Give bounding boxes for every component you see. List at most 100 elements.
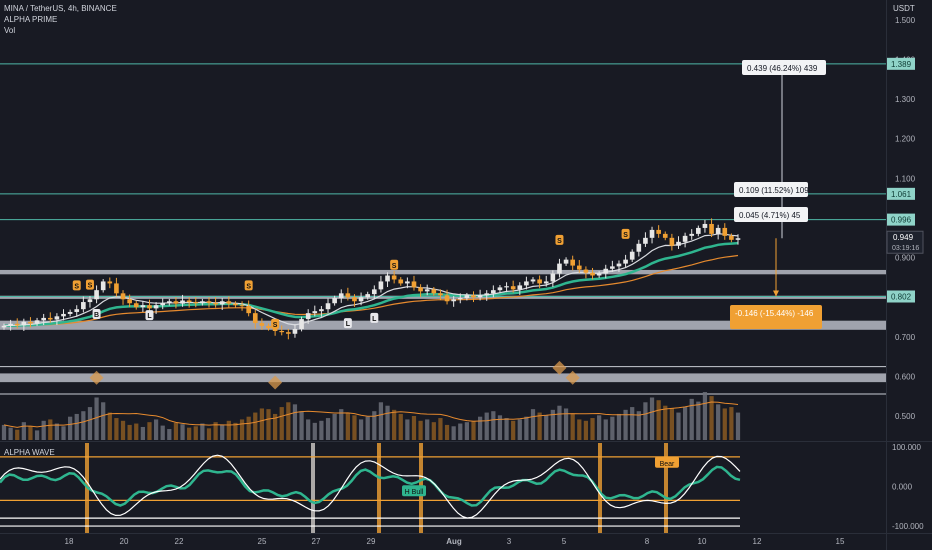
time-tick-label: Aug <box>446 537 462 546</box>
candle-body <box>14 323 20 326</box>
oscillator-tag-box <box>655 456 679 468</box>
volume-bar <box>372 411 377 440</box>
volume-bar <box>61 426 66 440</box>
volume-bar <box>497 415 503 440</box>
candle-body <box>543 281 549 284</box>
candle-body <box>292 329 298 334</box>
oscillator-signal-bar <box>377 443 381 533</box>
volume-bar <box>444 424 450 440</box>
candle-body <box>61 313 66 317</box>
gray-zone <box>0 295 886 299</box>
candle-body <box>510 286 516 290</box>
volume-bar <box>187 427 192 440</box>
candle-body <box>325 303 331 310</box>
candle-body <box>1 325 7 328</box>
volume-bar <box>253 412 258 440</box>
ema-slow-line <box>3 254 739 327</box>
signal-badge <box>271 318 280 329</box>
time-tick-label: 15 <box>836 537 845 546</box>
candle-body <box>286 332 291 334</box>
candle-body <box>87 299 93 303</box>
candle-body <box>378 281 384 290</box>
candle-body <box>735 238 741 240</box>
signal-badge <box>92 308 101 319</box>
candle-body <box>391 275 397 280</box>
volume-bar <box>616 413 622 440</box>
volume-bar <box>378 402 384 440</box>
candle-body <box>405 281 410 284</box>
candle-body <box>371 289 377 295</box>
candle-body <box>385 275 390 282</box>
candle-body <box>583 269 589 273</box>
volume-bar <box>398 413 403 440</box>
candle-body <box>279 330 285 333</box>
volume-bar <box>173 422 179 440</box>
volume-bar <box>643 402 648 440</box>
candle-body <box>67 311 73 314</box>
candle-body <box>28 321 33 324</box>
indicator-vol[interactable]: Vol <box>4 26 16 35</box>
price-tick-label: 1.100 <box>895 174 916 183</box>
volume-bar <box>392 409 397 440</box>
oscillator-title[interactable]: ALPHA WAVE <box>4 448 55 457</box>
candle-body <box>477 295 483 298</box>
candle-body <box>358 297 364 302</box>
volume-bar <box>517 419 522 440</box>
signal-label: L <box>372 316 377 323</box>
volume-bar <box>570 413 575 440</box>
candle-body <box>722 227 728 236</box>
volume-bar <box>358 419 364 440</box>
candle-body <box>120 293 126 300</box>
measure-label: -0.146 (-15.44%) -146 <box>735 309 814 318</box>
volume-bar <box>504 418 509 440</box>
candle-body <box>180 300 185 304</box>
level-price-tag-label: 1.389 <box>891 60 912 69</box>
indicator-alpha-prime[interactable]: ALPHA PRIME <box>4 15 58 24</box>
volume-bar <box>583 420 589 440</box>
candle-body <box>41 317 46 321</box>
oscillator-tag-box <box>402 485 426 497</box>
level-price-tag-label: 0.996 <box>891 216 912 225</box>
signal-label: S <box>557 238 562 245</box>
candle-body <box>464 295 470 299</box>
candle-body <box>140 305 146 308</box>
price-tick-label: 1.300 <box>895 95 916 104</box>
candle-body <box>643 237 648 244</box>
volume-bar <box>511 420 516 440</box>
current-price-tag <box>886 230 924 254</box>
candle-body <box>656 229 661 234</box>
volume-bar <box>676 412 681 440</box>
candle-body <box>74 309 80 312</box>
signal-diamond <box>89 370 104 385</box>
candle-body <box>524 281 529 286</box>
candle-body <box>431 289 437 294</box>
volume-bar <box>233 422 238 440</box>
signal-label: S <box>392 263 397 270</box>
oscillator-signal-bar <box>311 443 315 533</box>
level-price-tag-label: 1.061 <box>891 190 912 199</box>
signal-badge <box>72 280 81 291</box>
oscillator-tick-label: -100.000 <box>892 522 924 531</box>
signal-label: S <box>88 283 93 290</box>
time-tick-label: 27 <box>312 537 321 546</box>
volume-bar <box>74 413 79 440</box>
volume-bar <box>550 409 555 440</box>
oscillator-tag-label: H Bull <box>405 489 424 496</box>
volume-bar <box>48 419 53 440</box>
candle-body <box>484 293 490 296</box>
candle-body <box>603 268 609 274</box>
candle-body <box>451 299 456 302</box>
candle-body <box>517 285 523 290</box>
volume-bar <box>140 426 145 440</box>
measure-label: 0.045 (4.71%) 45 <box>739 211 801 220</box>
signal-badge <box>244 280 253 291</box>
candle-body <box>596 273 602 276</box>
candle-body <box>246 306 251 314</box>
candle-body <box>709 223 714 234</box>
countdown-label: 03:19:16 <box>892 245 919 252</box>
volume-bar <box>239 419 245 440</box>
candle-body <box>332 298 337 304</box>
candle-body <box>504 286 509 288</box>
candle-body <box>530 279 536 282</box>
